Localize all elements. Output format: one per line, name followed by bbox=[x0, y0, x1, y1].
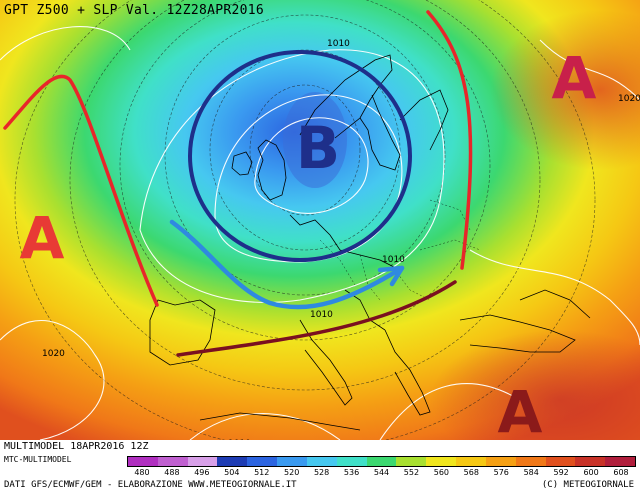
color-scale-swatch bbox=[217, 457, 248, 466]
color-scale-value: 600 bbox=[583, 468, 599, 477]
color-scale-swatch bbox=[306, 457, 337, 466]
isobar-label: 1010 bbox=[327, 39, 350, 49]
analysis-annotations bbox=[3, 10, 473, 357]
color-scale-swatch bbox=[396, 457, 427, 466]
low-circle bbox=[188, 50, 412, 262]
color-scale-bar bbox=[127, 456, 636, 467]
color-scale-value: 568 bbox=[463, 468, 479, 477]
geopotential-map: 1010 1020 1010 1010 1020 1010 B A A A bbox=[0, 0, 640, 440]
high-pressure-label: A bbox=[20, 204, 65, 272]
model-run-label: MULTIMODEL 18APR2016 12Z bbox=[4, 441, 149, 452]
isobar-label: 1020 bbox=[42, 349, 65, 359]
color-scale-swatch bbox=[426, 457, 457, 466]
jet-stream-arrow bbox=[169, 219, 405, 310]
geopotential-contours bbox=[14, 0, 596, 440]
isobar-label: 1010 bbox=[228, 439, 251, 440]
color-scale-swatch bbox=[157, 457, 188, 466]
isobar-label: 1010 bbox=[382, 255, 405, 265]
color-scale-swatch bbox=[545, 457, 576, 466]
color-scale-swatch bbox=[456, 457, 486, 466]
warm-anomaly-southeast bbox=[430, 330, 640, 440]
color-scale-swatch bbox=[575, 457, 606, 466]
color-scale-value: 560 bbox=[433, 468, 450, 477]
ridge-axis-south bbox=[176, 280, 457, 357]
color-scale-swatch bbox=[187, 457, 218, 466]
color-scale-value: 512 bbox=[254, 468, 270, 477]
color-scale-value: 528 bbox=[313, 468, 330, 477]
color-scale-value: 576 bbox=[493, 468, 509, 477]
color-scale-value: 544 bbox=[373, 468, 390, 477]
color-scale-value: 488 bbox=[164, 468, 180, 477]
data-credits: DATI GFS/ECMWF/GEM - ELABORAZIONE WWW.ME… bbox=[4, 480, 297, 490]
color-scale-swatch bbox=[605, 457, 636, 466]
color-scale-swatch bbox=[247, 457, 278, 466]
copyright: (C) METEOGIORNALE bbox=[541, 480, 634, 490]
color-scale-value: 584 bbox=[523, 468, 539, 477]
map-footer: MULTIMODEL 18APR2016 12Z MTC-MULTIMODEL … bbox=[0, 440, 640, 493]
color-scale-value: 608 bbox=[613, 468, 629, 477]
color-scale-value: 536 bbox=[343, 468, 360, 477]
political-borders bbox=[319, 199, 481, 301]
color-scale-value: 480 bbox=[134, 468, 150, 477]
high-pressure-label: A bbox=[552, 44, 597, 112]
ridge-axis-east bbox=[426, 10, 473, 270]
color-scale-swatch bbox=[485, 457, 516, 466]
color-scale-swatch bbox=[277, 457, 307, 466]
color-scale-swatch bbox=[336, 457, 367, 466]
jet-stream-arrowhead bbox=[377, 265, 405, 287]
color-scale-value: 520 bbox=[284, 468, 300, 477]
high-pressure-label: A bbox=[498, 378, 543, 440]
color-scale-value: 592 bbox=[553, 468, 569, 477]
isobar-label: 1010 bbox=[310, 310, 333, 320]
color-scale-swatch bbox=[128, 457, 158, 466]
map-title: GPT Z500 + SLP Val. 12Z28APR2016 bbox=[4, 3, 265, 18]
color-scale-swatch bbox=[515, 457, 546, 466]
color-scale-ticks: 480 488 496 504 512 520 528 536 544 552 560 568 576 5… bbox=[127, 468, 636, 479]
isobar-label: 1020 bbox=[618, 94, 640, 104]
color-scale-value: 552 bbox=[403, 468, 420, 477]
low-core bbox=[283, 92, 347, 188]
color-scale-value: 496 bbox=[194, 468, 210, 477]
color-scale-value: 504 bbox=[224, 468, 240, 477]
ridge-axis-west bbox=[3, 74, 159, 307]
low-pressure-label: B bbox=[296, 114, 340, 182]
isobar-labels: 1010 1020 1010 1010 1020 1010 bbox=[42, 39, 640, 440]
model-id-label: MTC-MULTIMODEL bbox=[4, 455, 72, 464]
color-scale-swatch bbox=[366, 457, 397, 466]
sea-level-isobars bbox=[0, 26, 640, 440]
warm-anomaly-east bbox=[490, 10, 640, 170]
